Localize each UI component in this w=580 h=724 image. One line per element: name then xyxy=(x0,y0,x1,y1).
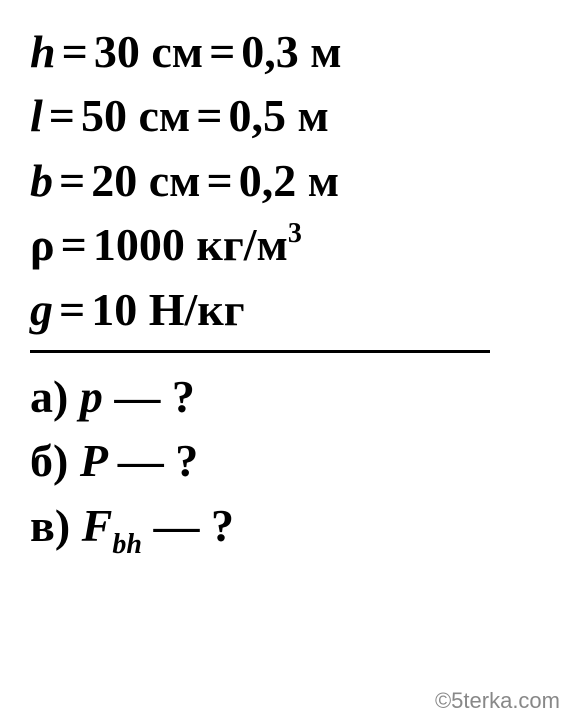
l-cm-unit: см xyxy=(139,90,191,141)
equals: = xyxy=(43,90,81,141)
find-c-label: в) xyxy=(30,500,70,551)
find-a-q: ? xyxy=(172,371,195,422)
var-b: b xyxy=(30,155,53,206)
b-m-unit: м xyxy=(308,155,339,206)
h-cm-value: 30 xyxy=(94,26,140,77)
find-c-var: F xyxy=(82,500,113,551)
given-rho: ρ=1000 кг/м3 xyxy=(30,213,550,277)
g-value: 10 xyxy=(91,284,137,335)
find-a-label: а) xyxy=(30,371,68,422)
find-b-q: ? xyxy=(175,435,198,486)
equals: = xyxy=(55,219,93,270)
find-c-q: ? xyxy=(211,500,234,551)
given-l: l=50 см=0,5 м xyxy=(30,84,550,148)
find-a-dash: — xyxy=(114,371,160,422)
var-g: g xyxy=(30,284,53,335)
watermark: ©5terka.com xyxy=(435,688,560,714)
l-m-value: 0,5 xyxy=(228,90,286,141)
rho-unit: кг/м xyxy=(196,219,288,270)
h-m-unit: м xyxy=(310,26,341,77)
find-a: а) p — ? xyxy=(30,365,550,429)
b-m-value: 0,2 xyxy=(239,155,297,206)
l-cm-value: 50 xyxy=(81,90,127,141)
find-c-dash: — xyxy=(153,500,199,551)
equals: = xyxy=(190,90,228,141)
find-b-var: P xyxy=(80,435,106,486)
equals: = xyxy=(203,26,241,77)
given-g: g=10 Н/кг xyxy=(30,278,550,342)
problem-content: h=30 см=0,3 м l=50 см=0,5 м b=20 см=0,2 … xyxy=(0,0,580,582)
equals: = xyxy=(200,155,238,206)
g-unit: Н/кг xyxy=(149,284,245,335)
find-a-var: p xyxy=(80,371,103,422)
l-m-unit: м xyxy=(297,90,328,141)
divider xyxy=(30,350,490,353)
equals: = xyxy=(56,26,94,77)
given-b: b=20 см=0,2 м xyxy=(30,149,550,213)
given-h: h=30 см=0,3 м xyxy=(30,20,550,84)
h-m-value: 0,3 xyxy=(241,26,299,77)
b-cm-unit: см xyxy=(149,155,201,206)
equals: = xyxy=(53,284,91,335)
find-c-sub: bh xyxy=(112,529,142,560)
h-cm-unit: см xyxy=(151,26,203,77)
b-cm-value: 20 xyxy=(91,155,137,206)
var-l: l xyxy=(30,90,43,141)
rho-value: 1000 xyxy=(93,219,185,270)
find-b-label: б) xyxy=(30,435,68,486)
rho-unit-sup: 3 xyxy=(288,218,302,249)
find-c: в) Fbh — ? xyxy=(30,494,550,562)
find-b: б) P — ? xyxy=(30,429,550,493)
find-b-dash: — xyxy=(118,435,164,486)
var-rho: ρ xyxy=(30,219,55,270)
var-h: h xyxy=(30,26,56,77)
equals: = xyxy=(53,155,91,206)
